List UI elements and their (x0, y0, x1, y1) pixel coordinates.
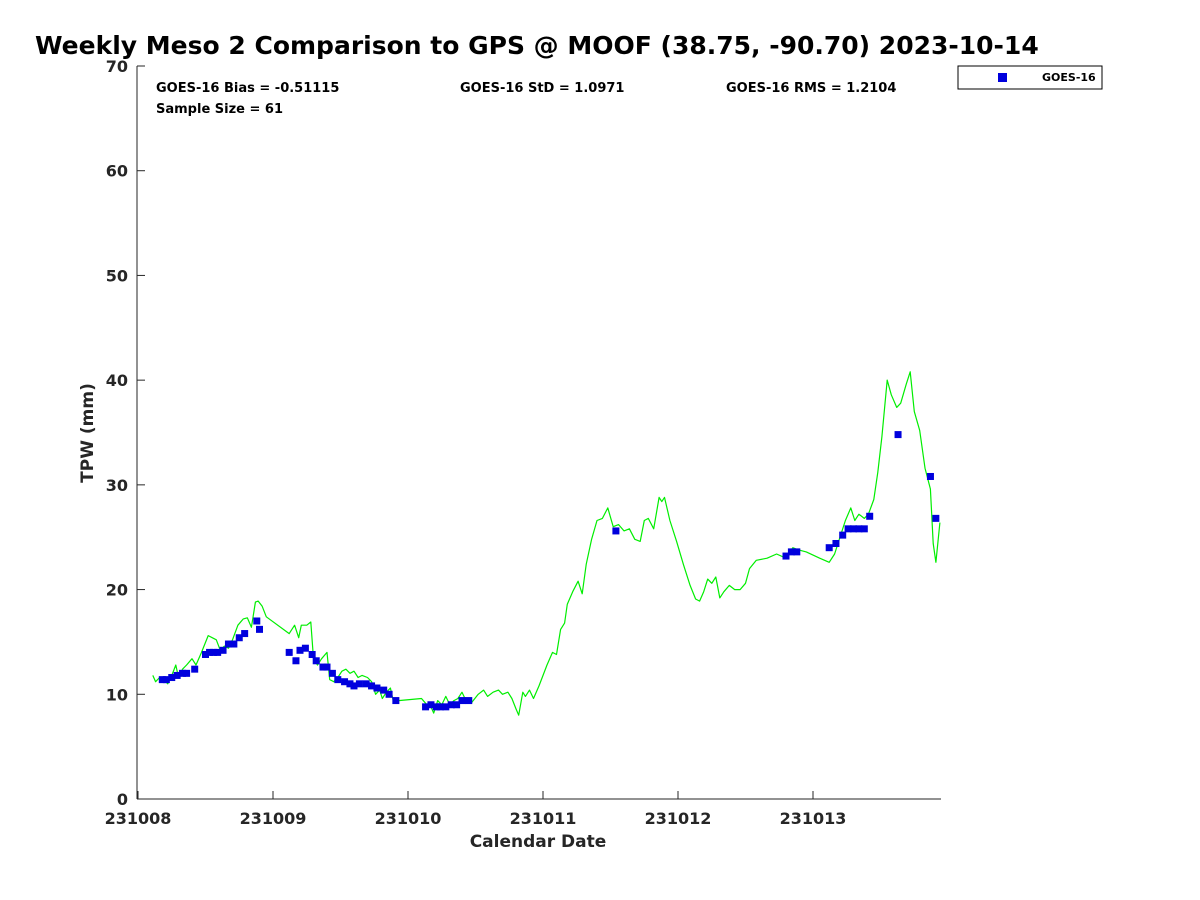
goes16-point (206, 648, 214, 656)
stat-rms: GOES-16 RMS = 1.2104 (726, 81, 896, 96)
goes16-point (256, 625, 263, 633)
goes16-point (230, 640, 238, 648)
goes16-point (346, 680, 354, 688)
y-tick-label: 10 (106, 685, 128, 704)
goes16-point (210, 648, 218, 656)
goes16-point (285, 648, 293, 656)
goes16-point (866, 512, 874, 520)
goes16-point (380, 686, 388, 694)
goes16-point (214, 648, 222, 656)
legend-box (957, 65, 1103, 90)
goes16-point (855, 525, 863, 533)
goes16-point (850, 525, 857, 533)
goes16-point (296, 646, 304, 654)
goes16-point (241, 630, 249, 638)
goes16-point (465, 697, 473, 705)
goes16-series-layer (158, 431, 940, 711)
goes16-point (219, 646, 227, 654)
x-tick-label: 231009 (240, 809, 307, 828)
x-axis-label: Calendar Date (470, 832, 607, 852)
goes16-point (191, 665, 199, 673)
goes16-point (832, 539, 840, 547)
goes16-point (844, 525, 852, 533)
goes16-point (292, 657, 300, 665)
goes16-point (312, 657, 320, 665)
goes16-point (447, 701, 455, 709)
goes16-point (373, 684, 381, 692)
goes16-point (179, 669, 187, 677)
goes16-point (328, 669, 336, 677)
goes16-point (202, 650, 209, 658)
stat-std: GOES-16 StD = 1.0971 (460, 81, 624, 96)
goes16-point (458, 697, 466, 705)
goes16-point (422, 703, 430, 711)
stat-bias: GOES-16 Bias = -0.51115 (156, 81, 339, 96)
goes16-point (612, 527, 620, 535)
goes16-point (839, 531, 847, 539)
goes16-point (392, 697, 400, 705)
goes16-point (787, 548, 795, 556)
goes16-point (334, 676, 342, 684)
goes16-point (173, 671, 181, 679)
y-tick-label: 70 (106, 57, 128, 76)
y-tick-label: 30 (106, 476, 128, 495)
goes16-point (253, 617, 261, 625)
goes16-point (436, 703, 444, 711)
y-tick-label: 60 (106, 162, 128, 181)
goes16-point (926, 472, 934, 480)
goes16-point (355, 680, 363, 688)
goes16-point (162, 676, 170, 684)
x-tick-label: 231010 (375, 809, 442, 828)
goes16-point (932, 514, 940, 522)
legend: GOES-16 (957, 65, 1103, 90)
gps-series-layer (152, 371, 941, 716)
y-tick-label: 0 (117, 790, 128, 809)
plot-axes (136, 66, 941, 800)
goes16-point (308, 650, 316, 658)
y-axis-label: TPW (mm) (78, 383, 98, 483)
x-axis-ticks: 231008 231009 231010 231011 231012 231013 (105, 791, 847, 828)
goes16-point (341, 678, 349, 686)
x-tick-label: 231008 (105, 809, 172, 828)
stat-sample-size: Sample Size = 61 (156, 102, 283, 117)
x-tick-label: 231013 (780, 809, 847, 828)
goes16-point (453, 701, 461, 709)
goes16-point (825, 544, 833, 552)
goes16-point (168, 674, 176, 682)
legend-goes16-label: GOES-16 (1042, 71, 1096, 84)
legend-goes16-marker (998, 73, 1007, 82)
goes16-point (350, 682, 358, 690)
goes16-point (183, 669, 191, 677)
goes16-point (224, 640, 232, 648)
gps-tpw-line (152, 371, 941, 716)
x-tick-label: 231011 (510, 809, 577, 828)
goes16-point (793, 548, 801, 556)
y-tick-label: 40 (106, 371, 128, 390)
y-axis-ticks: 0 10 20 30 40 50 60 70 (106, 57, 145, 809)
goes16-point (442, 703, 450, 711)
chart-title: Weekly Meso 2 Comparison to GPS @ MOOF (… (35, 31, 1039, 60)
goes16-point (319, 663, 327, 671)
goes16-point (782, 552, 790, 560)
goes16-point (894, 431, 902, 439)
goes16-point (362, 680, 370, 688)
goes16-point (385, 690, 393, 698)
goes16-point (301, 644, 309, 652)
goes16-point (427, 701, 435, 709)
goes16-point (323, 663, 331, 671)
goes16-point (432, 703, 440, 711)
y-tick-label: 50 (106, 266, 128, 285)
x-tick-label: 231012 (645, 809, 712, 828)
goes16-point (158, 676, 166, 684)
goes16-point (235, 634, 243, 642)
y-tick-label: 20 (106, 581, 128, 600)
goes16-point (368, 682, 376, 690)
goes16-point (860, 525, 868, 533)
